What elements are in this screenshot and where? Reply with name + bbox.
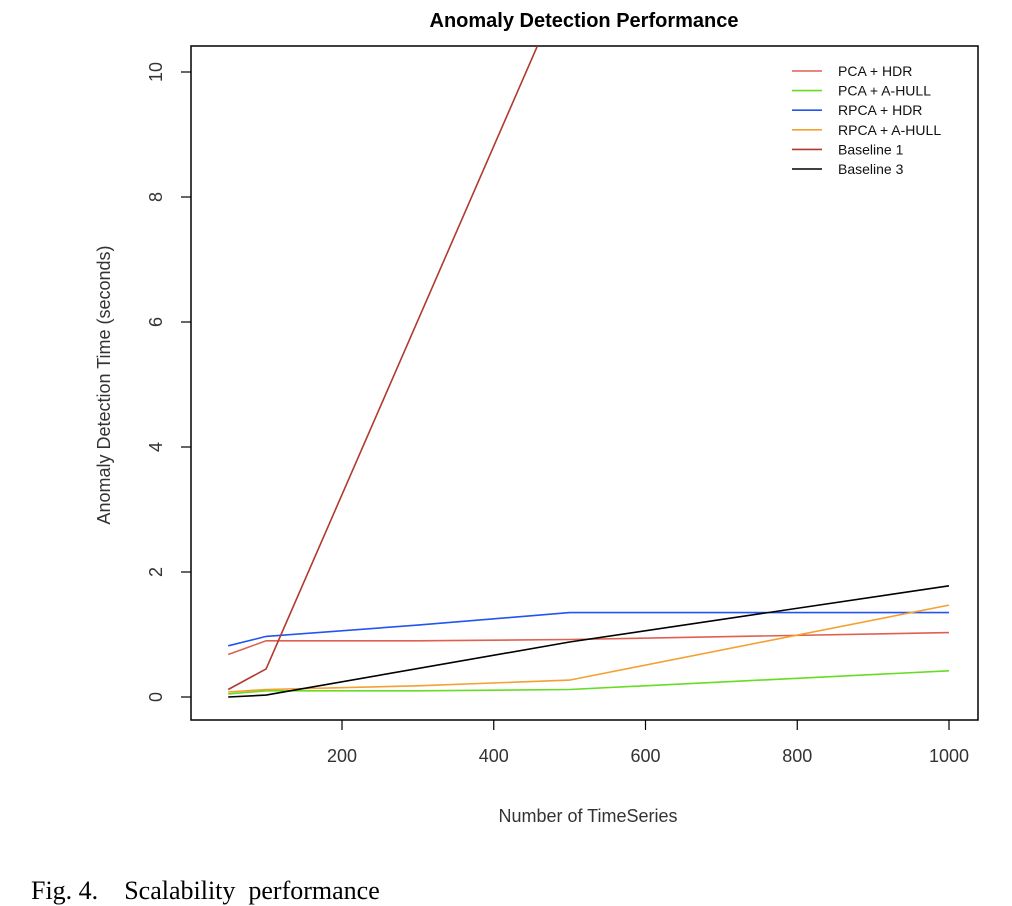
x-tick-label: 400 xyxy=(479,746,509,766)
y-tick-label: 0 xyxy=(146,692,166,702)
series-layer xyxy=(227,46,950,698)
series-line-baseline-3 xyxy=(228,585,950,698)
y-tick-label: 4 xyxy=(146,442,166,452)
chart-title: Anomaly Detection Performance xyxy=(430,10,739,32)
x-tick-label: 200 xyxy=(327,746,357,766)
y-tick-label: 10 xyxy=(146,62,166,82)
legend-entry: PCA + HDR xyxy=(838,63,912,79)
series-line-pca-hdr xyxy=(227,631,950,656)
legend-entry: Baseline 3 xyxy=(838,161,904,177)
legend-entry: Baseline 1 xyxy=(838,141,904,157)
y-axis: 0 2 4 6 8 10 xyxy=(146,62,192,702)
figure-caption-label: Fig. 4. xyxy=(31,876,99,905)
series-line-pca-a-hull xyxy=(228,670,950,695)
series-line-rpca-a-hull xyxy=(228,604,950,693)
legend-entry: RPCA + A-HULL xyxy=(838,122,941,138)
x-tick-label: 800 xyxy=(782,746,812,766)
legend-entry: PCA + A-HULL xyxy=(838,83,931,99)
x-axis-label: Number of TimeSeries xyxy=(498,806,677,826)
series-line-baseline-1 xyxy=(227,46,539,691)
y-tick-label: 2 xyxy=(146,567,166,577)
y-tick-label: 6 xyxy=(146,317,166,327)
y-axis-label: Anomaly Detection Time (seconds) xyxy=(94,245,114,524)
legend: PCA + HDR PCA + A-HULL RPCA + HDR RPCA + A-… xyxy=(792,63,941,177)
x-axis: 200 400 600 800 1000 xyxy=(327,719,969,766)
legend-entry: RPCA + HDR xyxy=(838,102,922,118)
y-tick-label: 8 xyxy=(146,192,166,202)
x-tick-label: 1000 xyxy=(929,746,969,766)
series-line-rpca-hdr xyxy=(228,611,949,647)
figure-caption: Fig. 4. Scalability performance xyxy=(18,846,380,906)
x-tick-label: 600 xyxy=(630,746,660,766)
figure-caption-text: Scalability performance xyxy=(124,876,380,905)
line-chart: Anomaly Detection Performance 200 400 600 8… xyxy=(94,10,979,826)
